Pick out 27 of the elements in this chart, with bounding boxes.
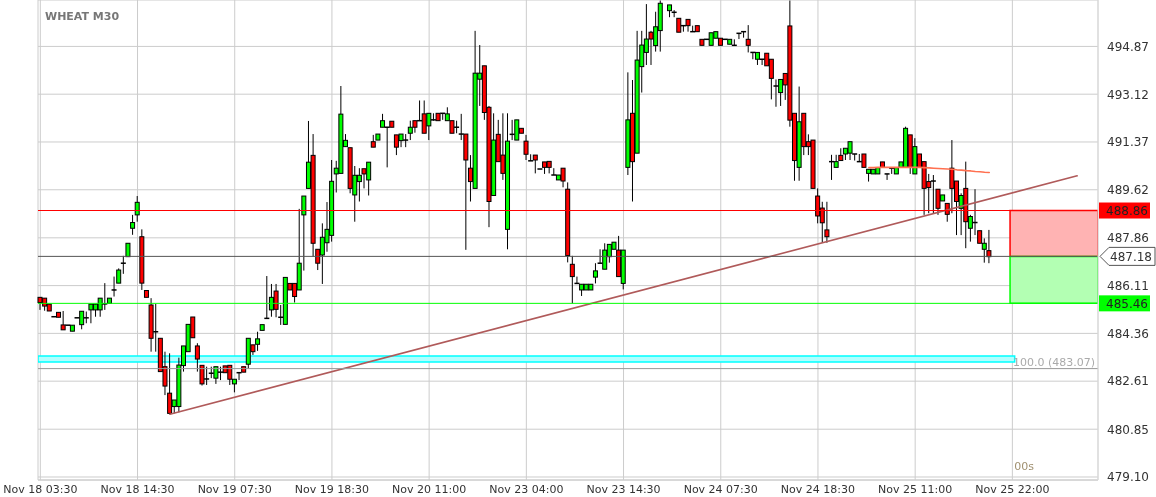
x-tick-label: Nov 23 04:00: [489, 483, 564, 496]
x-tick-label: Nov 19 18:30: [294, 483, 370, 496]
y-tick-label: 486.11: [1107, 278, 1149, 293]
ref-line-label: 487.18: [1110, 249, 1152, 264]
y-tick-label: 493.12: [1107, 87, 1149, 102]
y-tick-label: 487.86: [1107, 231, 1149, 246]
ref-line-label: 485.46: [1106, 296, 1148, 311]
y-tick-label: 494.87: [1107, 39, 1149, 54]
annotation: 00s: [1014, 460, 1035, 473]
x-tick-label: Nov 25 11:00: [878, 483, 953, 496]
ref-line-label: 488.86: [1106, 203, 1148, 218]
y-tick-label: 491.37: [1107, 135, 1149, 150]
x-tick-label: Nov 20 11:00: [392, 483, 467, 496]
x-tick-label: Nov 23 14:30: [586, 483, 661, 496]
x-tick-label: Nov 18 14:30: [100, 483, 175, 496]
x-tick-label: Nov 18 03:30: [3, 483, 78, 496]
annotation: 100.0 (483.07): [1012, 355, 1095, 369]
y-tick-label: 484.36: [1107, 326, 1149, 341]
y-tick-label: 479.10: [1107, 470, 1149, 485]
y-tick-label: 489.62: [1107, 183, 1149, 198]
text: WHEAT M30: [45, 10, 120, 23]
x-tick-label: Nov 19 07:30: [197, 483, 272, 496]
x-tick-label: Nov 25 22:00: [975, 483, 1050, 496]
y-tick-label: 482.61: [1107, 374, 1149, 389]
y-tick-label: 480.85: [1107, 422, 1149, 437]
x-tick-label: Nov 24 07:30: [683, 483, 758, 496]
x-tick-label: Nov 24 18:30: [780, 483, 856, 496]
